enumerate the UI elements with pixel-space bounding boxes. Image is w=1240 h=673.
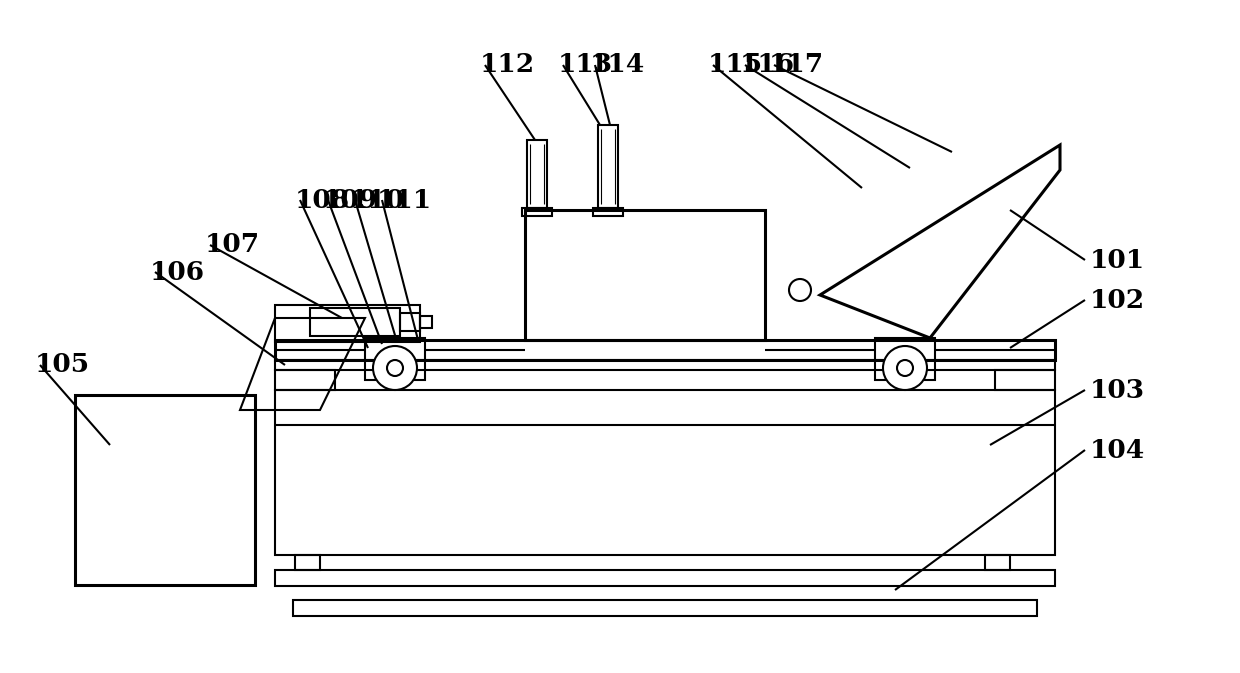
Circle shape [789, 279, 811, 301]
Text: 113: 113 [558, 52, 613, 77]
Text: 117: 117 [769, 52, 825, 77]
Text: 114: 114 [590, 52, 645, 77]
Bar [275, 370, 335, 390]
Bar [401, 313, 420, 331]
Bar [275, 390, 1055, 555]
Bar [525, 210, 765, 340]
Text: 116: 116 [740, 52, 795, 77]
Bar [875, 338, 935, 380]
Bar [985, 555, 1011, 570]
Circle shape [373, 346, 417, 390]
Text: 110: 110 [350, 188, 405, 213]
Text: 104: 104 [1090, 437, 1146, 462]
Bar [275, 360, 1055, 370]
Circle shape [387, 360, 403, 376]
Bar [527, 140, 547, 208]
Bar [994, 370, 1055, 390]
Bar [420, 316, 432, 328]
Text: 109: 109 [322, 188, 378, 213]
Bar [295, 555, 320, 570]
Text: 106: 106 [150, 260, 205, 285]
Bar [275, 570, 1055, 586]
Text: 103: 103 [1090, 378, 1145, 402]
Bar [365, 338, 425, 380]
Bar [275, 305, 420, 342]
Text: 101: 101 [1090, 248, 1145, 273]
Text: 111: 111 [377, 188, 432, 213]
Circle shape [897, 360, 913, 376]
Text: 102: 102 [1090, 287, 1145, 312]
Text: 112: 112 [480, 52, 536, 77]
Bar [598, 125, 618, 208]
Text: 105: 105 [35, 353, 91, 378]
Bar [74, 395, 255, 585]
Bar [275, 340, 1055, 360]
Bar [522, 208, 552, 216]
Text: 108: 108 [295, 188, 350, 213]
Bar [293, 600, 1037, 616]
Bar [310, 308, 401, 336]
Circle shape [883, 346, 928, 390]
Text: 115: 115 [708, 52, 763, 77]
Bar [593, 208, 622, 216]
Text: 107: 107 [205, 232, 260, 258]
